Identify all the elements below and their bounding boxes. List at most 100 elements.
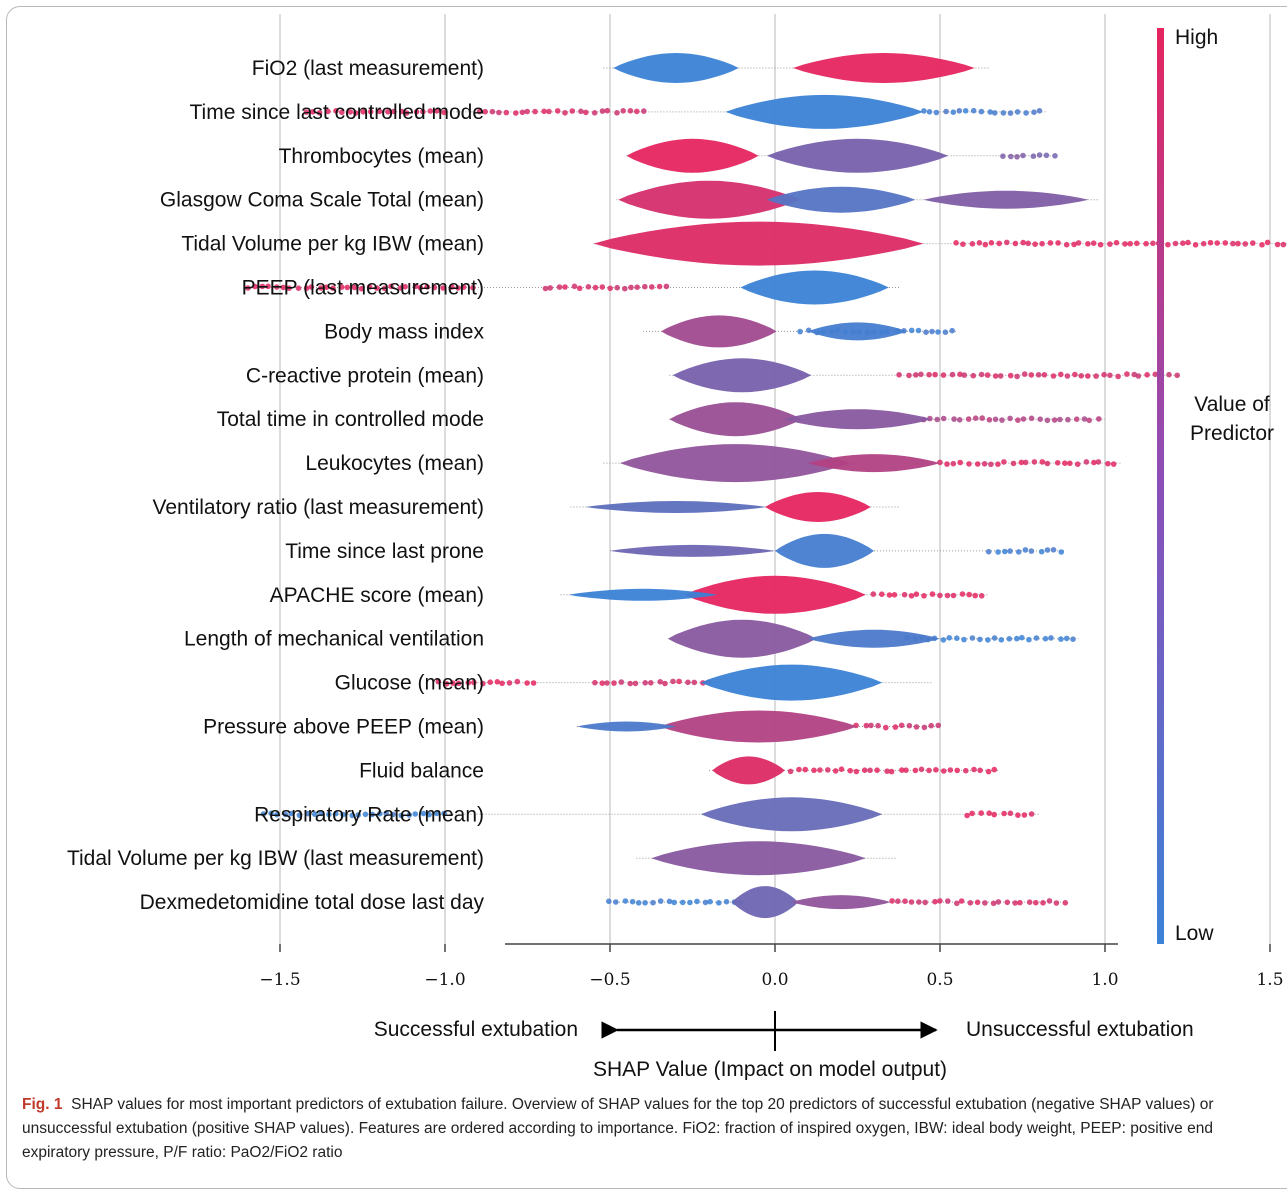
swarm-dot (707, 898, 713, 905)
swarm-dot (455, 680, 462, 687)
swarm-dot (694, 898, 700, 905)
swarm-dot (979, 415, 985, 421)
swarm-dot (318, 285, 324, 291)
swarm-dot (1026, 636, 1032, 643)
swarm-dot (506, 680, 513, 686)
swarm-dot (982, 241, 989, 248)
swarm-dot (332, 810, 339, 817)
swarm-dot (959, 591, 966, 597)
swarm-dot (542, 285, 549, 292)
swarm-dot (937, 898, 943, 904)
swarm-dot (996, 240, 1002, 247)
swarm-dot (1107, 241, 1113, 247)
swarm-dot (1021, 812, 1028, 818)
swarm-dot (440, 285, 447, 291)
feature-swarm (613, 53, 975, 83)
swarm-dot (1280, 241, 1287, 248)
swarm-dot (899, 767, 905, 773)
swarm-dot (666, 898, 673, 905)
swarm-dot (954, 900, 960, 907)
swarm-dot (268, 810, 274, 817)
swarm-dot (787, 768, 794, 775)
swarm-dot (972, 592, 978, 599)
swarm-dot (1083, 459, 1090, 465)
swarm-dot (1026, 899, 1033, 905)
swarm-density (669, 402, 802, 437)
swarm-density (667, 619, 817, 658)
feature-label: Pressure above PEEP (mean) (203, 716, 484, 739)
swarm-dot (390, 108, 397, 115)
direction-left-label: Successful extubation (374, 1018, 578, 1041)
swarm-dot (1115, 373, 1121, 380)
swarm-density (651, 841, 866, 876)
feature-label: Leukocytes (mean) (305, 452, 484, 475)
swarm-dot (985, 768, 992, 775)
swarm-dot (933, 109, 940, 116)
swarm-dot (554, 108, 561, 114)
swarm-dot (1057, 416, 1063, 423)
swarm-dot (992, 416, 999, 423)
swarm-dot (1023, 110, 1029, 116)
swarm-density (700, 664, 883, 701)
swarm-dot (1124, 371, 1130, 377)
swarm-dot (1031, 109, 1037, 115)
swarm-dot (1022, 459, 1029, 466)
swarm-dot (1050, 373, 1057, 379)
swarm-dot (519, 109, 526, 116)
feature-label: Time since last controlled mode (189, 101, 484, 124)
figure-caption: Fig. 1 SHAP values for most important pr… (22, 1093, 1277, 1165)
swarm-dot (316, 110, 323, 116)
swarm-dot (889, 898, 895, 904)
feature-label: Ventilatory ratio (last measurement) (153, 496, 484, 519)
swarm-dot (1044, 547, 1051, 553)
swarm-dot (978, 810, 984, 816)
swarm-dot (953, 240, 959, 246)
swarm-dot (676, 678, 682, 685)
swarm-dot (622, 898, 629, 904)
swarm-dot (1110, 461, 1117, 467)
swarm-dot (413, 109, 420, 115)
swarm-dot (1101, 371, 1107, 378)
swarm-dot (985, 637, 991, 643)
swarm-dot (1185, 239, 1191, 246)
swarm-dot (978, 593, 985, 599)
swarm-dot (460, 284, 467, 290)
swarm-dot (988, 240, 995, 246)
swarm-dot (450, 680, 456, 686)
swarm-dot (1091, 459, 1097, 466)
swarm-dot (499, 680, 505, 687)
direction-right-label: Unsuccessful extubation (966, 1018, 1194, 1041)
swarm-dot (613, 899, 619, 905)
swarm-dot (956, 417, 963, 423)
swarm-density (585, 501, 767, 513)
swarm-dot (691, 679, 698, 686)
swarm-dot (988, 461, 994, 468)
swarm-dot (944, 461, 950, 467)
swarm-dot (1038, 548, 1045, 555)
swarm-dot (1006, 636, 1013, 642)
swarm-dot (950, 592, 957, 599)
swarm-dot (906, 722, 913, 729)
swarm-dot (576, 285, 583, 292)
swarm-dot (629, 898, 636, 905)
swarm-dot (995, 461, 1001, 468)
swarm-dot (1052, 153, 1058, 159)
swarm-dot (634, 284, 640, 291)
swarm-dot (937, 592, 943, 599)
swarm-dot (412, 811, 419, 817)
swarm-dot (997, 373, 1004, 379)
swarm-dot (971, 766, 977, 773)
shap-beeswarm-chart: FiO2 (last measurement) Time since last c… (67, 14, 1287, 1080)
swarm-dot (982, 900, 988, 906)
swarm-dot (591, 110, 598, 116)
swarm-dot (1007, 372, 1014, 379)
swarm-dot (1165, 241, 1171, 248)
swarm-dot (431, 284, 438, 291)
swarm-dot (358, 285, 365, 292)
colorbar: High Low Value of Predictor (1157, 26, 1274, 945)
swarm-density (626, 138, 759, 173)
swarm-dot (503, 109, 510, 116)
feature-label: Length of mechanical ventilation (184, 628, 484, 651)
swarm-dot (1200, 240, 1207, 247)
swarm-dot (1042, 635, 1049, 642)
